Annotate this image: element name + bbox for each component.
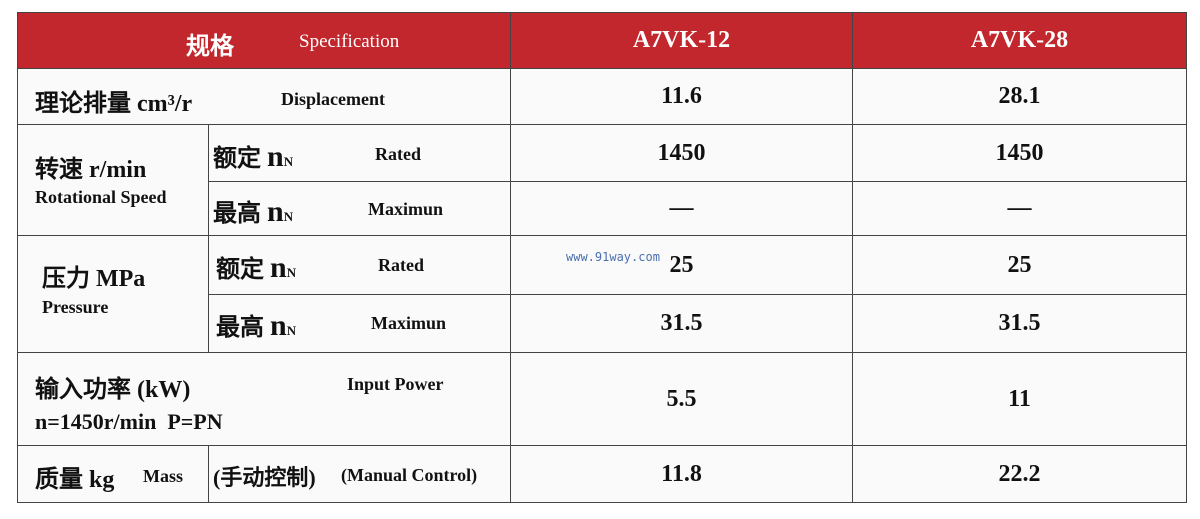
spec-table: 规格 Specification A7VK-12 A7VK-28 理论排量 cm… — [17, 12, 1187, 503]
label-zh: 压力 MPa — [42, 266, 146, 292]
sub-label-cell: 额定 nN Rated — [208, 235, 511, 295]
symbol: n — [267, 195, 284, 228]
sub-label-zh: 最高 nN — [213, 193, 293, 229]
subscript: N — [283, 209, 294, 224]
header-en: Specification — [299, 31, 400, 52]
sub-label-en: Rated — [378, 255, 424, 275]
value: 31.5 — [510, 294, 853, 353]
subscript: N — [286, 265, 297, 280]
value: 25 — [852, 235, 1187, 295]
subscript: N — [286, 323, 297, 338]
sub-label-en: Maximun — [368, 199, 444, 219]
note-zh: (手动控制) — [213, 465, 316, 490]
value: 11 — [852, 352, 1187, 446]
sub-zh: 额定 — [216, 257, 264, 283]
model-header: A7VK-28 — [852, 12, 1187, 69]
header-row: 规格 Specification A7VK-12 A7VK-28 — [17, 12, 1187, 69]
label-en: Input Power — [347, 374, 444, 394]
header-zh: 规格 — [186, 34, 234, 60]
label-en: Rotational Speed — [35, 187, 167, 207]
label-cell: 压力 MPa Pressure — [17, 235, 209, 353]
note-cell: (手动控制) (Manual Control) — [208, 445, 511, 503]
label-cell: 质量 kg Mass — [17, 445, 209, 503]
sub-label-en: Rated — [375, 144, 421, 164]
note-en: (Manual Control) — [341, 465, 478, 485]
value: — — [852, 181, 1187, 236]
value: 25 — [510, 235, 853, 295]
label-zh: 输入功率 (kW) — [35, 377, 191, 403]
label-en: Pressure — [42, 297, 109, 317]
value: 11.6 — [510, 68, 853, 125]
sub-label-cell: 最高 nN Maximun — [208, 181, 511, 236]
label-en: Mass — [143, 466, 183, 486]
value: 28.1 — [852, 68, 1187, 125]
label-zh: 理论排量 cm³/r — [35, 91, 193, 117]
header-cell: 规格 Specification — [17, 12, 511, 69]
symbol: n — [270, 309, 287, 342]
sub-zh: 最高 — [213, 201, 261, 227]
value: — — [510, 181, 853, 236]
sub-label-zh: 额定 nN — [213, 138, 293, 174]
label-cell: 理论排量 cm³/r Displacement — [17, 68, 511, 125]
watermark: www.91way.com — [566, 250, 660, 264]
symbol: n — [270, 251, 287, 284]
label-cell: 输入功率 (kW) Input Power n=1450r/min P=PN — [17, 352, 511, 446]
model-header: A7VK-12 — [510, 12, 853, 69]
condition: n=1450r/min P=PN — [35, 409, 223, 434]
value: 22.2 — [852, 445, 1187, 503]
sub-zh: 额定 — [213, 146, 261, 172]
sub-label-cell: 额定 nN Rated — [208, 124, 511, 182]
sub-label-zh: 额定 nN — [216, 249, 296, 285]
value: 11.8 — [510, 445, 853, 503]
value: 5.5 — [510, 352, 853, 446]
label-zh: 转速 r/min — [35, 157, 147, 183]
subscript: N — [283, 154, 294, 169]
label-zh: 质量 kg — [35, 467, 115, 493]
sub-label-cell: 最高 nN Maximun — [208, 294, 511, 353]
value: 1450 — [510, 124, 853, 182]
label-en: Displacement — [281, 89, 385, 109]
sub-label-zh: 最高 nN — [216, 307, 296, 343]
value: 1450 — [852, 124, 1187, 182]
value: 31.5 — [852, 294, 1187, 353]
label-cell: 转速 r/min Rotational Speed — [17, 124, 209, 236]
sub-zh: 最高 — [216, 315, 264, 341]
symbol: n — [267, 140, 284, 173]
sub-label-en: Maximun — [371, 313, 447, 333]
